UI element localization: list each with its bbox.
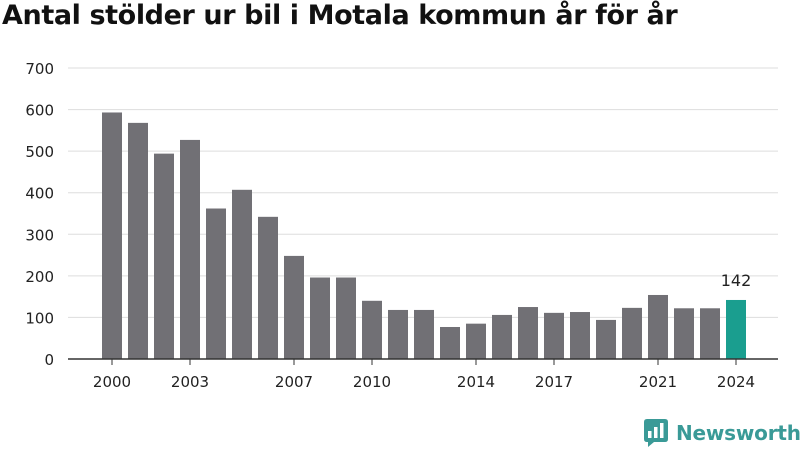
- x-tick-label: 2003: [171, 373, 209, 391]
- x-tick-label: 2010: [353, 373, 391, 391]
- bar: [232, 189, 252, 359]
- y-tick-label: 700: [25, 60, 54, 78]
- x-tick-label: 2007: [275, 373, 313, 391]
- bars: [102, 112, 746, 359]
- bar: [570, 312, 590, 359]
- chart-title: Antal stölder ur bil i Motala kommun år …: [2, 0, 678, 31]
- x-tick-label: 2017: [535, 373, 573, 391]
- bar: [492, 314, 512, 359]
- bar-highlight: [726, 299, 746, 359]
- bar: [206, 208, 226, 359]
- x-tick-label: 2024: [717, 373, 755, 391]
- bar: [180, 139, 200, 359]
- y-axis-tick-labels: 0 100 200 300 400 500 600 700: [25, 60, 54, 369]
- bar: [336, 277, 356, 359]
- bar: [518, 307, 538, 359]
- bar: [622, 307, 642, 359]
- data-label-highlight: 142: [721, 271, 752, 290]
- bar: [544, 312, 564, 359]
- bar: [388, 309, 408, 359]
- y-tick-label: 100: [25, 309, 54, 327]
- bar: [466, 323, 486, 359]
- newsworthy-logo-icon: [644, 419, 668, 447]
- bar: [128, 122, 148, 359]
- newsworthy-brand: Newsworthy: [644, 419, 800, 447]
- y-tick-label: 300: [25, 226, 54, 244]
- bar: [648, 294, 668, 359]
- bar: [700, 308, 720, 359]
- bar: [154, 153, 174, 359]
- y-tick-label: 600: [25, 102, 54, 120]
- grid-lines: [68, 67, 778, 318]
- x-tick-label: 2014: [457, 373, 495, 391]
- bar: [310, 277, 330, 359]
- bar: [258, 216, 278, 359]
- brand-name: Newsworthy: [676, 421, 800, 445]
- y-tick-label: 500: [25, 143, 54, 161]
- bar: [102, 112, 122, 359]
- x-axis-tick-labels: 2000 2003 2007 2010 2014 2017 2021 2024: [93, 359, 755, 391]
- y-tick-label: 400: [25, 185, 54, 203]
- y-tick-label: 200: [25, 268, 54, 286]
- x-tick-label: 2021: [639, 373, 677, 391]
- bar: [284, 255, 304, 359]
- bar: [440, 326, 460, 359]
- bar: [362, 300, 382, 359]
- data-labels: 142: [721, 271, 752, 290]
- bar: [414, 309, 434, 359]
- x-tick-label: 2000: [93, 373, 131, 391]
- y-tick-label: 0: [44, 351, 54, 369]
- bar: [596, 319, 616, 359]
- bar: [674, 308, 694, 359]
